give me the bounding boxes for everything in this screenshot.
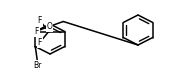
Text: F: F bbox=[34, 27, 39, 36]
Text: O: O bbox=[46, 22, 52, 31]
Text: F: F bbox=[38, 38, 42, 47]
Text: Br: Br bbox=[33, 61, 41, 70]
Text: F: F bbox=[38, 16, 42, 25]
